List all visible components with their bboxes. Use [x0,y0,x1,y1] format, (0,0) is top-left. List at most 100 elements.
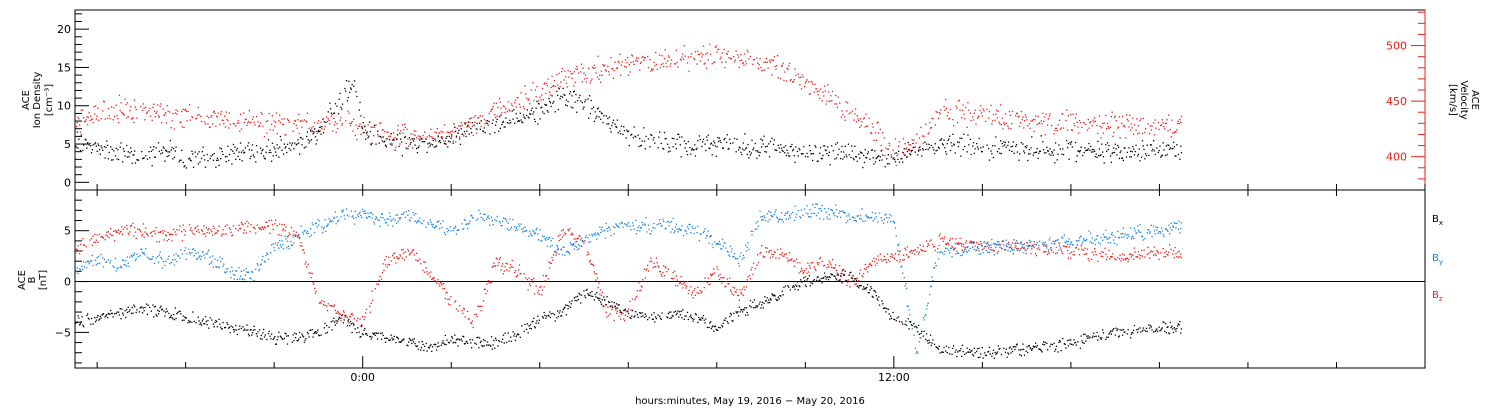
density-point [888,163,890,165]
bz-point [1160,252,1162,254]
bz-point [96,234,98,236]
bz-point [345,315,347,318]
density-point [261,150,263,152]
bz-point [92,235,94,237]
by-point [1061,236,1063,238]
bz-point [677,284,679,287]
velocity-point [1004,123,1006,125]
bx-point [115,312,117,315]
bz-point [1027,244,1030,247]
bz-point [312,281,314,284]
density-point [970,153,972,156]
velocity-point [1164,128,1166,130]
bz-point [742,294,744,297]
velocity-point [235,125,237,127]
velocity-point [839,102,841,104]
velocity-point [424,131,426,133]
velocity-point [559,85,561,88]
bz-point [938,235,940,237]
bz-point [1094,248,1096,250]
velocity-point [259,124,261,127]
density-point [699,138,701,141]
velocity-point [318,126,321,128]
velocity-point [397,124,399,127]
density-point [591,108,593,110]
velocity-point [432,137,434,139]
velocity-point [759,58,761,60]
velocity-point [349,124,352,127]
bx-point [198,320,200,322]
density-point [90,145,92,147]
bz-point [903,258,905,261]
velocity-point [618,62,620,64]
bz-point [1121,257,1123,260]
bz-point [1043,251,1046,253]
density-point [667,143,669,145]
bz-point [468,318,470,320]
velocity-point [1113,116,1116,119]
by-point [627,222,630,224]
bz-point [350,313,352,315]
by-point [361,216,363,219]
bx-point [173,319,176,321]
velocity-point [497,106,499,109]
velocity-point [151,119,153,121]
bz-point [596,277,599,279]
bz-point [516,275,518,277]
density-point [210,155,212,157]
by-point [1010,244,1012,246]
velocity-point [365,129,367,131]
velocity-point [114,115,116,118]
by-point [509,218,511,220]
velocity-point [857,118,859,120]
density-point [266,145,268,147]
bz-point [1064,245,1066,248]
bz-point [1084,247,1086,249]
density-point [737,149,740,151]
velocity-point [389,135,391,137]
by-point [1157,232,1159,235]
bz-point [988,251,991,253]
velocity-point [135,108,137,111]
density-point [330,108,332,110]
velocity-point [920,126,922,129]
velocity-point [507,101,509,103]
bz-point [897,250,899,252]
bz-point [289,234,291,236]
bz-point [1024,249,1026,251]
x-tick-label: 12:00 [878,371,910,384]
by-point [754,228,756,230]
density-point [930,144,932,147]
bx-point [99,315,101,318]
density-point [401,155,403,157]
bz-point [557,235,560,237]
density-tick-label: 20 [57,23,71,36]
bz-point [738,299,740,301]
bz-point [300,242,302,244]
by-point [510,226,513,228]
bz-point [636,290,638,292]
bz-point [596,273,598,275]
velocity-point [962,104,964,106]
bz-point [672,271,674,274]
density-point [1156,147,1158,149]
density-point [494,124,497,126]
velocity-point [797,73,799,75]
bx-point [222,321,224,324]
by-point [275,242,277,245]
density-point [94,143,96,145]
velocity-point [328,119,330,122]
velocity-point [602,64,604,66]
bz-point [183,229,185,231]
by-point [243,269,245,272]
by-point [880,217,882,219]
velocity-point [1056,130,1058,132]
by-point [886,217,888,219]
bz-point [139,230,141,232]
bz-point [140,231,142,233]
density-point [1062,148,1064,150]
bz-point [217,230,219,232]
bx-point [240,327,242,330]
density-point [377,130,379,132]
by-point [1180,222,1183,224]
